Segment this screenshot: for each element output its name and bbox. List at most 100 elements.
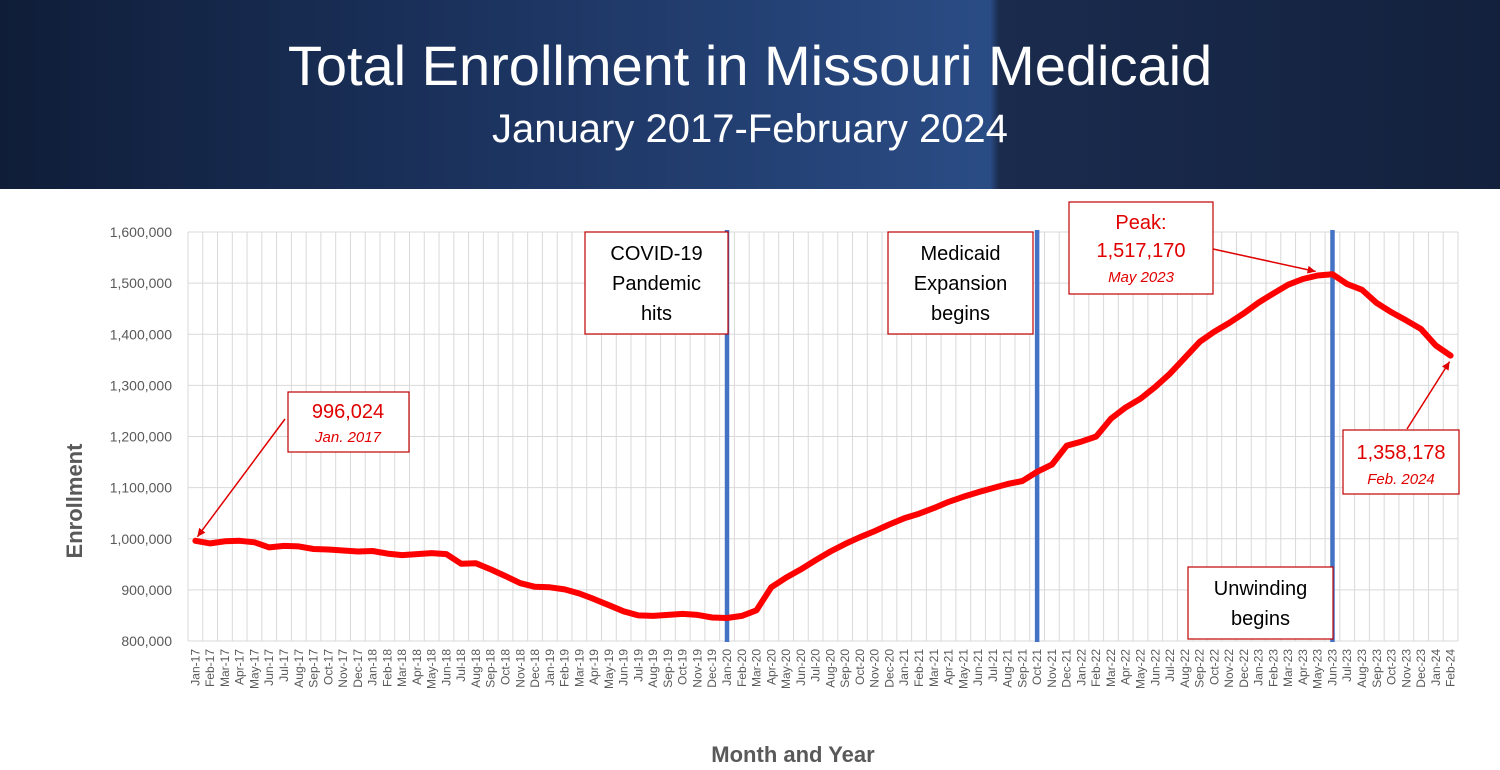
expansion-label-text: Medicaid: [920, 243, 1000, 265]
x-tick-label: Dec-17: [351, 649, 365, 688]
y-tick-labels: 800,000 900,000 1,000,000 1,100,000 1,200,00…: [110, 224, 173, 649]
x-tick-label: Feb-24: [1444, 649, 1458, 687]
x-tick-label: Sep-19: [661, 649, 675, 688]
x-tick-label: Dec-21: [1060, 649, 1074, 688]
x-tick-label: Feb-18: [380, 649, 394, 687]
x-axis-title: Month and Year: [711, 742, 875, 767]
start-callout-date: Jan. 2017: [314, 429, 382, 446]
x-tick-label: Jul-19: [631, 649, 645, 682]
covid-label-text: hits: [641, 303, 672, 325]
chart-subtitle: January 2017-February 2024: [492, 107, 1008, 151]
x-tick-label: Aug-18: [469, 649, 483, 688]
x-tick-label: Mar-17: [218, 649, 232, 687]
x-tick-label: Sep-22: [1193, 649, 1207, 688]
x-tick-label: Jan-19: [543, 649, 557, 686]
x-tick-label: Aug-23: [1355, 649, 1369, 688]
x-tick-label: Mar-23: [1281, 649, 1295, 687]
x-tick-label: Jan-18: [366, 649, 380, 686]
x-tick-label: Dec-19: [705, 649, 719, 688]
start-callout-arrow-head: [197, 527, 206, 537]
x-tick-label: Jan-23: [1252, 649, 1266, 686]
y-tick-label: 1,600,000: [110, 224, 172, 240]
y-tick-label: 1,000,000: [110, 531, 172, 547]
start-callout-arrow: [196, 418, 286, 538]
x-tick-label: Jun-17: [262, 649, 276, 686]
covid-label-text: Pandemic: [612, 273, 701, 295]
header-banner: Total Enrollment in Missouri Medicaid Ja…: [0, 0, 1500, 189]
x-tick-label: Apr-21: [942, 649, 956, 685]
peak-callout-arrow-head: [1307, 265, 1316, 274]
x-tick-label: Jul-17: [277, 649, 291, 682]
y-tick-label: 1,200,000: [110, 429, 172, 445]
x-tick-label: Dec-18: [528, 649, 542, 688]
peak-callout-box: [1068, 201, 1214, 295]
x-tick-label: Aug-17: [292, 649, 306, 688]
x-tick-label: Mar-19: [572, 649, 586, 687]
x-tick-label: Feb-19: [558, 649, 572, 687]
x-tick-label: Oct-23: [1385, 649, 1399, 685]
expansion-label-text: begins: [931, 303, 990, 325]
end-callout-date: Feb. 2024: [1367, 471, 1435, 488]
x-tick-label: Oct-22: [1207, 649, 1221, 685]
x-tick-label: May-23: [1311, 649, 1325, 689]
x-tick-label: Feb-17: [203, 649, 217, 687]
x-tick-label: May-21: [956, 649, 970, 689]
x-tick-label: Aug-21: [1001, 649, 1015, 688]
x-tick-label: Mar-21: [927, 649, 941, 687]
x-tick-label: Feb-23: [1266, 649, 1280, 687]
x-tick-label: Jan-21: [897, 649, 911, 686]
x-tick-label: Jun-19: [617, 649, 631, 686]
x-tick-label: Oct-19: [676, 649, 690, 685]
x-tick-label: Oct-21: [1030, 649, 1044, 685]
x-tick-label: Dec-20: [882, 649, 896, 688]
x-tick-label: Feb-21: [912, 649, 926, 687]
y-axis-title: Enrollment: [62, 443, 87, 559]
x-tick-label: Aug-19: [646, 649, 660, 688]
x-tick-label: Nov-23: [1399, 649, 1413, 688]
x-tick-label: Nov-21: [1045, 649, 1059, 688]
x-tick-label: Nov-17: [336, 649, 350, 688]
x-tick-label: Jun-23: [1325, 649, 1339, 686]
start-callout-box: [287, 391, 410, 453]
x-tick-label: Nov-19: [690, 649, 704, 688]
x-tick-label: Apr-20: [764, 649, 778, 685]
x-tick-label: Sep-21: [1015, 649, 1029, 688]
chart-title: Total Enrollment in Missouri Medicaid: [287, 34, 1213, 97]
x-tick-label: Mar-18: [395, 649, 409, 687]
x-tick-label: Nov-22: [1222, 649, 1236, 688]
x-tick-label: Dec-22: [1237, 649, 1251, 688]
x-tick-label: Jun-22: [1148, 649, 1162, 686]
x-tick-label: May-19: [602, 649, 616, 689]
end-callout-value: 1,358,178: [1357, 442, 1446, 464]
x-tick-label: Jul-18: [454, 649, 468, 682]
x-tick-label: May-17: [247, 649, 261, 689]
y-tick-label: 800,000: [121, 633, 172, 649]
x-tick-label: Sep-17: [307, 649, 321, 688]
x-tick-label: Apr-23: [1296, 649, 1310, 685]
unwinding-label-text: Unwinding: [1214, 578, 1307, 600]
y-tick-label: 1,400,000: [110, 326, 172, 342]
x-tick-label: Jul-21: [986, 649, 1000, 682]
x-tick-labels: Jan-17 Feb-17 Mar-17 Apr-17 May-17 Jun-17 Jul-…: [188, 649, 1457, 689]
x-tick-label: Oct-18: [499, 649, 513, 685]
x-tick-label: Apr-18: [410, 649, 424, 685]
x-tick-label: Oct-17: [321, 649, 335, 685]
x-tick-label: Jun-18: [439, 649, 453, 686]
x-tick-label: Jul-20: [809, 649, 823, 682]
x-tick-label: Feb-20: [735, 649, 749, 687]
y-tick-label: 1,500,000: [110, 275, 172, 291]
x-tick-label: Apr-17: [233, 649, 247, 685]
x-tick-label: Mar-20: [750, 649, 764, 687]
peak-callout-title: Peak:: [1115, 212, 1166, 234]
x-tick-label: Feb-22: [1089, 649, 1103, 687]
line-chart: 800,000 900,000 1,000,000 1,100,000 1,200,00…: [62, 201, 1460, 767]
x-tick-label: Apr-19: [587, 649, 601, 685]
y-tick-label: 1,100,000: [110, 480, 172, 496]
x-tick-label: Jan-24: [1429, 649, 1443, 686]
y-tick-label: 1,300,000: [110, 377, 172, 393]
y-tick-label: 900,000: [121, 582, 172, 598]
x-tick-label: Jul-23: [1340, 649, 1354, 682]
x-tick-label: Jan-20: [720, 649, 734, 686]
x-tick-label: Sep-18: [484, 649, 498, 688]
enrollment-series-line: [192, 271, 1454, 621]
